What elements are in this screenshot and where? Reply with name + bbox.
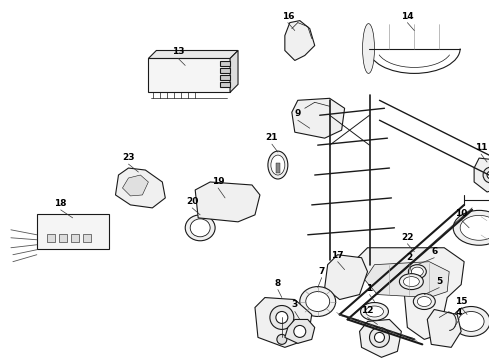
Circle shape bbox=[270, 306, 294, 329]
Bar bbox=[59, 234, 67, 242]
Ellipse shape bbox=[268, 151, 288, 179]
Polygon shape bbox=[285, 319, 315, 343]
Circle shape bbox=[374, 332, 385, 342]
Text: 14: 14 bbox=[401, 12, 414, 21]
Polygon shape bbox=[358, 248, 464, 339]
Text: 3: 3 bbox=[292, 301, 298, 310]
Polygon shape bbox=[360, 319, 401, 357]
Ellipse shape bbox=[414, 293, 435, 310]
Ellipse shape bbox=[460, 215, 490, 240]
Bar bbox=[220, 82, 230, 87]
Text: 8: 8 bbox=[275, 279, 281, 288]
Polygon shape bbox=[474, 158, 490, 192]
Ellipse shape bbox=[363, 24, 374, 73]
Text: 18: 18 bbox=[54, 199, 67, 208]
Ellipse shape bbox=[403, 276, 419, 287]
Text: 6: 6 bbox=[431, 247, 438, 256]
Ellipse shape bbox=[366, 306, 384, 317]
Text: 16: 16 bbox=[282, 12, 294, 21]
Circle shape bbox=[276, 311, 288, 323]
Ellipse shape bbox=[453, 210, 490, 245]
Circle shape bbox=[277, 334, 287, 345]
Text: 2: 2 bbox=[406, 253, 413, 262]
Text: 21: 21 bbox=[266, 133, 278, 142]
Bar bbox=[37, 214, 108, 249]
Circle shape bbox=[483, 167, 490, 183]
Ellipse shape bbox=[271, 155, 285, 175]
Text: 17: 17 bbox=[331, 251, 344, 260]
Ellipse shape bbox=[190, 219, 210, 237]
Circle shape bbox=[487, 171, 490, 179]
Text: 10: 10 bbox=[455, 209, 467, 218]
Bar bbox=[276, 163, 280, 173]
Polygon shape bbox=[255, 298, 312, 347]
Ellipse shape bbox=[412, 267, 423, 276]
Text: 22: 22 bbox=[401, 233, 414, 242]
Text: 12: 12 bbox=[361, 306, 374, 315]
Text: 13: 13 bbox=[172, 48, 185, 57]
Polygon shape bbox=[230, 50, 238, 92]
Text: 5: 5 bbox=[436, 276, 442, 285]
Ellipse shape bbox=[408, 265, 426, 279]
Bar bbox=[220, 75, 230, 80]
Polygon shape bbox=[148, 58, 230, 92]
Text: 15: 15 bbox=[455, 297, 467, 306]
Ellipse shape bbox=[361, 302, 389, 320]
Ellipse shape bbox=[300, 287, 336, 316]
Ellipse shape bbox=[185, 215, 215, 241]
Ellipse shape bbox=[399, 274, 423, 289]
Ellipse shape bbox=[417, 297, 431, 306]
Polygon shape bbox=[195, 182, 260, 222]
Polygon shape bbox=[148, 50, 238, 58]
Text: 7: 7 bbox=[318, 267, 325, 276]
Text: 11: 11 bbox=[475, 143, 488, 152]
Polygon shape bbox=[365, 262, 449, 298]
Text: 4: 4 bbox=[456, 309, 463, 318]
Ellipse shape bbox=[458, 311, 484, 332]
Polygon shape bbox=[427, 310, 461, 347]
Bar bbox=[220, 61, 230, 66]
Text: 1: 1 bbox=[367, 284, 372, 293]
Ellipse shape bbox=[452, 306, 490, 336]
Circle shape bbox=[369, 328, 390, 347]
Text: 20: 20 bbox=[186, 197, 198, 206]
Bar bbox=[83, 234, 91, 242]
Ellipse shape bbox=[306, 292, 330, 311]
Polygon shape bbox=[292, 98, 344, 138]
Polygon shape bbox=[285, 21, 315, 60]
Bar bbox=[47, 234, 55, 242]
Polygon shape bbox=[325, 255, 368, 300]
Bar bbox=[71, 234, 78, 242]
Text: 9: 9 bbox=[294, 109, 301, 118]
Polygon shape bbox=[122, 175, 148, 196]
Text: 19: 19 bbox=[212, 177, 224, 186]
Bar bbox=[220, 68, 230, 73]
Text: 23: 23 bbox=[122, 153, 135, 162]
Circle shape bbox=[294, 325, 306, 337]
Polygon shape bbox=[116, 168, 165, 208]
